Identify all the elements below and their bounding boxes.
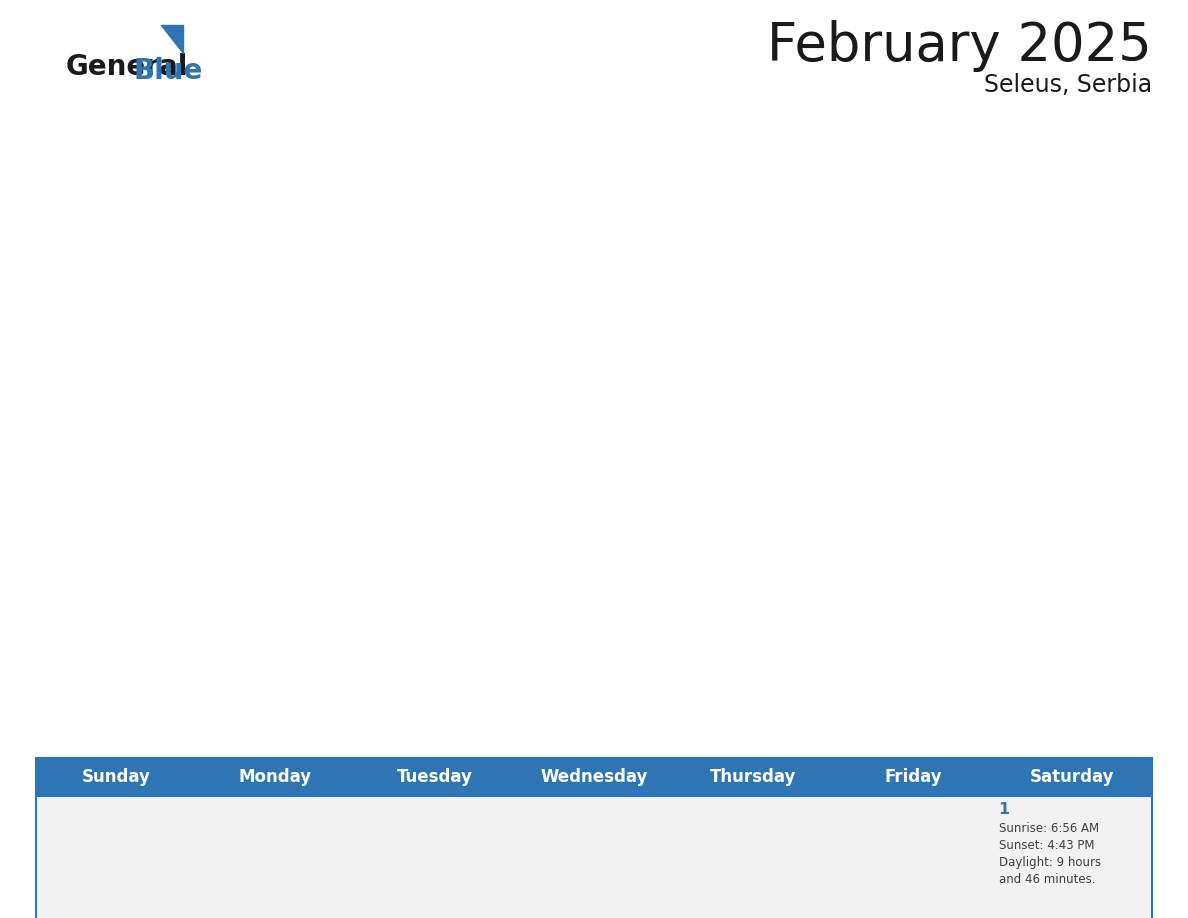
Text: Wednesday: Wednesday xyxy=(541,768,647,786)
Text: Sunset: 4:43 PM: Sunset: 4:43 PM xyxy=(999,839,1094,852)
Text: Monday: Monday xyxy=(239,768,311,786)
Bar xyxy=(36,796,1152,918)
Text: Seleus, Serbia: Seleus, Serbia xyxy=(984,73,1152,97)
Text: Tuesday: Tuesday xyxy=(397,768,473,786)
Polygon shape xyxy=(162,25,183,53)
Bar xyxy=(36,758,1152,796)
Text: Saturday: Saturday xyxy=(1030,768,1114,786)
Text: Thursday: Thursday xyxy=(710,768,797,786)
Text: and 46 minutes.: and 46 minutes. xyxy=(999,873,1095,886)
Text: February 2025: February 2025 xyxy=(767,20,1152,72)
Text: General: General xyxy=(67,53,189,81)
Text: Friday: Friday xyxy=(884,768,942,786)
Text: Sunday: Sunday xyxy=(81,768,150,786)
Text: Blue: Blue xyxy=(134,57,203,85)
Text: 1: 1 xyxy=(999,802,1010,817)
Text: Sunrise: 6:56 AM: Sunrise: 6:56 AM xyxy=(999,822,1099,835)
Text: Daylight: 9 hours: Daylight: 9 hours xyxy=(999,856,1101,869)
